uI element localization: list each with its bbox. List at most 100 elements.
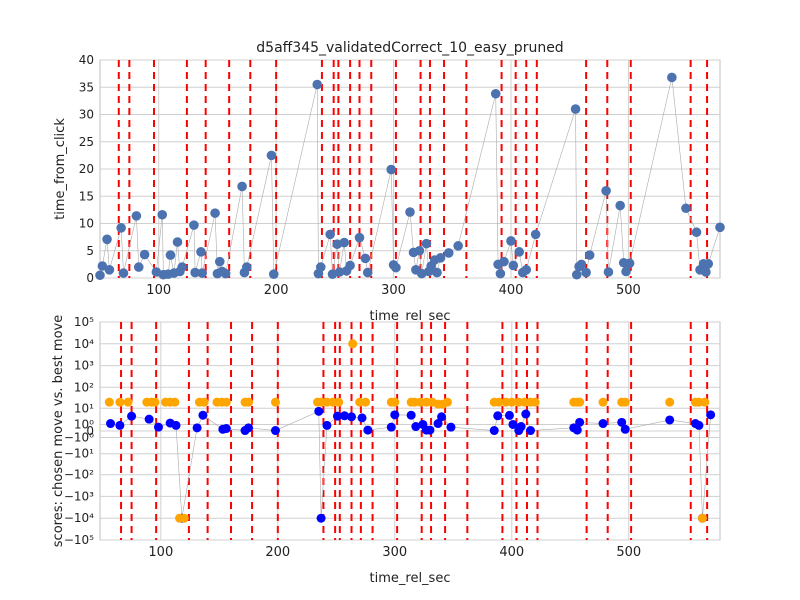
data-point xyxy=(665,397,675,407)
data-point xyxy=(115,420,125,430)
data-point xyxy=(432,267,442,278)
data-point xyxy=(314,406,324,416)
data-point xyxy=(133,262,144,272)
data-point xyxy=(453,241,463,251)
data-point xyxy=(244,397,254,407)
data-point xyxy=(701,267,711,277)
y-tick-label: 5 xyxy=(86,244,94,258)
data-point xyxy=(334,397,344,407)
y-tick-label: 30 xyxy=(79,108,94,122)
data-point xyxy=(706,410,716,420)
y-tick-label: 35 xyxy=(79,80,94,94)
x-tick-label: 500 xyxy=(616,283,641,298)
data-point xyxy=(508,419,518,429)
data-point xyxy=(530,397,540,407)
data-point xyxy=(601,186,611,196)
x-tick-label: 400 xyxy=(499,283,524,298)
y-tick-label: 40 xyxy=(79,53,94,67)
data-point xyxy=(170,397,180,407)
x-tick-label: 500 xyxy=(616,545,641,560)
data-point xyxy=(363,425,373,435)
top-chart-x-axis-label: time_rel_sec xyxy=(370,309,451,324)
data-point xyxy=(210,208,220,218)
data-point xyxy=(571,269,582,280)
top-chart-event-lines xyxy=(117,60,709,278)
data-point xyxy=(386,164,397,175)
y-tick-label: −10¹ xyxy=(64,447,94,461)
data-point xyxy=(268,269,279,279)
data-point xyxy=(433,419,443,429)
data-point xyxy=(144,414,154,424)
data-point xyxy=(435,253,446,263)
data-point xyxy=(390,397,400,407)
data-point xyxy=(139,249,150,260)
data-point xyxy=(621,266,631,277)
data-point xyxy=(405,207,415,217)
data-point xyxy=(241,262,252,272)
data-point xyxy=(97,261,108,271)
data-point xyxy=(270,397,280,407)
y-tick-label: 15 xyxy=(79,189,94,203)
y-tick-label: 10³ xyxy=(74,359,94,373)
data-point xyxy=(123,397,133,407)
data-point xyxy=(575,417,585,427)
data-point xyxy=(697,513,707,523)
y-tick-label: 20 xyxy=(79,162,94,176)
y-tick-label: 0 xyxy=(86,271,94,285)
data-point xyxy=(104,397,114,407)
data-point xyxy=(334,267,345,277)
data-point xyxy=(521,265,532,275)
data-point xyxy=(118,268,129,278)
data-point xyxy=(115,397,125,407)
data-point xyxy=(102,234,112,245)
data-point xyxy=(615,200,625,211)
data-point xyxy=(150,397,160,407)
data-point xyxy=(446,422,456,432)
data-point xyxy=(157,209,168,220)
x-tick-label: 200 xyxy=(265,545,290,560)
data-point xyxy=(237,181,247,192)
data-point xyxy=(270,426,280,436)
data-point xyxy=(581,267,591,278)
data-point xyxy=(116,223,126,233)
data-point xyxy=(443,248,454,258)
data-point xyxy=(617,417,627,427)
data-point xyxy=(414,245,425,256)
data-point xyxy=(493,411,503,421)
data-point xyxy=(530,229,541,240)
y-tick-label: −10⁵ xyxy=(64,533,94,547)
data-point xyxy=(104,265,115,275)
bottom-chart-x-axis-label: time_rel_sec xyxy=(370,571,451,586)
data-point xyxy=(354,232,365,243)
top-chart-points xyxy=(95,72,725,281)
data-point xyxy=(214,256,225,267)
y-tick-label: −10⁴ xyxy=(64,511,94,525)
data-point xyxy=(266,150,277,161)
data-point xyxy=(681,203,691,214)
data-point xyxy=(131,211,142,221)
data-point xyxy=(221,424,231,434)
data-point xyxy=(620,397,630,407)
data-point xyxy=(691,227,702,238)
data-point xyxy=(390,410,400,420)
data-point xyxy=(339,237,350,248)
y-tick-label: 25 xyxy=(79,135,94,149)
data-point xyxy=(127,411,137,421)
data-point xyxy=(575,397,585,407)
bottom-chart-points xyxy=(104,339,716,523)
data-point xyxy=(190,267,200,278)
data-point xyxy=(715,222,725,233)
x-tick-label: 200 xyxy=(264,283,289,298)
data-point xyxy=(339,411,349,421)
data-point xyxy=(700,397,710,407)
data-point xyxy=(316,513,326,523)
top-chart-x-tick-labels: 100 200 300 400 500 xyxy=(146,283,641,298)
y-tick-label: 10⁰ xyxy=(74,417,94,431)
data-point xyxy=(514,247,525,257)
data-point xyxy=(332,411,342,421)
data-point xyxy=(406,410,416,420)
bottom-chart-event-lines xyxy=(120,322,709,540)
data-point xyxy=(495,268,506,279)
